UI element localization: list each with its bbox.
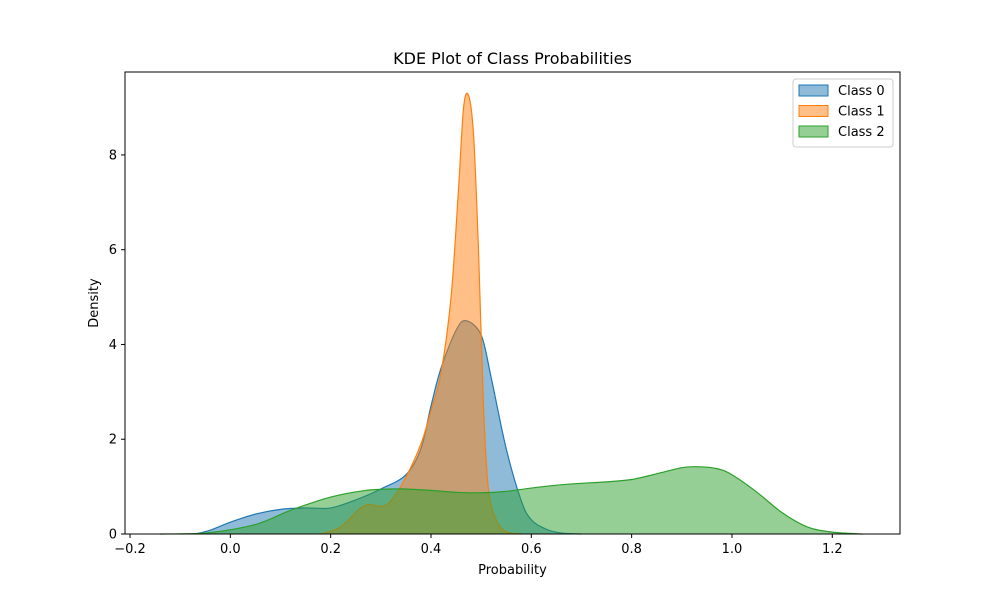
y-axis-label: Density: [87, 278, 102, 328]
legend-swatch-class-2: [798, 125, 829, 138]
kde-line-class-2: [160, 466, 863, 535]
x-tick-label: 0.6: [521, 542, 542, 557]
x-tick-label: 0.0: [220, 542, 241, 557]
legend-swatch-class-0: [798, 84, 829, 97]
legend-label-class-1: Class 1: [838, 105, 885, 120]
y-tick-label: 0: [109, 528, 117, 543]
legend-label-class-0: Class 0: [838, 84, 885, 99]
x-tick-label: 0.2: [320, 542, 341, 557]
legend-swatch-class-1: [798, 105, 829, 117]
legend: Class 0 Class 1 Class 2: [792, 78, 894, 148]
y-tick-label: 4: [109, 338, 117, 353]
x-axis: −0.2 0.0 0.2 0.4 0.6 0.8 1.0 1.2: [114, 534, 843, 557]
x-tick-label: −0.2: [114, 542, 146, 557]
x-tick-label: 1.2: [822, 542, 843, 557]
y-tick-label: 2: [109, 433, 117, 448]
legend-label-class-2: Class 2: [838, 125, 885, 140]
chart-title: KDE Plot of Class Probabilities: [393, 49, 632, 68]
kde-area-class-2: [160, 466, 863, 534]
y-tick-label: 8: [109, 148, 117, 163]
x-axis-label: Probability: [478, 563, 547, 578]
y-axis: 0 2 4 6 8: [109, 148, 125, 543]
kde-area-class-1: [320, 93, 522, 534]
x-tick-label: 0.8: [621, 542, 642, 557]
x-tick-label: 0.4: [421, 542, 442, 557]
plot-area: [160, 92, 863, 535]
y-tick-label: 6: [109, 243, 117, 258]
plot-frame: [124, 71, 901, 535]
x-tick-label: 1.0: [722, 542, 743, 557]
